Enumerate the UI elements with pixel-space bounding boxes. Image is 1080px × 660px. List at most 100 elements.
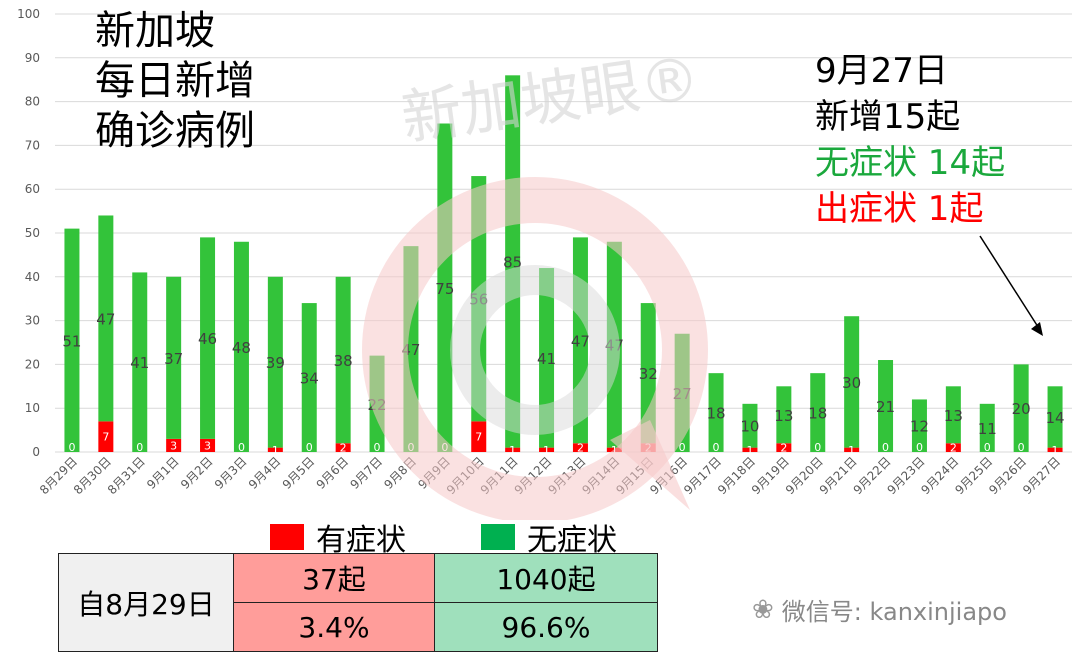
bar-symptomatic — [200, 438, 216, 452]
bar-asymptomatic — [742, 403, 758, 448]
bar-asymptomatic — [878, 360, 894, 452]
data-label-asymptomatic: 32 — [639, 365, 658, 383]
data-label-asymptomatic: 13 — [774, 407, 793, 425]
data-label-asymptomatic: 46 — [198, 330, 217, 348]
arrow-line — [979, 235, 1041, 331]
y-tick-label: 70 — [25, 138, 40, 152]
bar-symptomatic — [335, 443, 351, 452]
bar-symptomatic — [267, 447, 283, 452]
legend-item-asymptomatic: 无症状 — [481, 515, 617, 559]
data-label-symptomatic: 3 — [170, 439, 177, 452]
data-label-asymptomatic: 47 — [401, 341, 420, 359]
data-label-symptomatic: 0 — [882, 441, 889, 454]
x-tick-label: 9月6日 — [314, 454, 352, 492]
x-tick-label: 9月2日 — [178, 454, 216, 492]
legend-label-asymptomatic: 无症状 — [527, 523, 617, 558]
data-label-symptomatic: 1 — [1052, 444, 1059, 457]
bar-symptomatic — [98, 421, 114, 452]
data-label-symptomatic: 0 — [1018, 441, 1025, 454]
data-label-asymptomatic: 48 — [232, 339, 251, 357]
data-label-symptomatic: 2 — [340, 442, 347, 455]
bar-asymptomatic — [301, 303, 317, 452]
y-axis: 0 10 20 30 40 50 60 70 80 90 100 — [17, 7, 40, 459]
data-label-asymptomatic: 21 — [876, 398, 895, 416]
data-label-asymptomatic: 75 — [435, 280, 454, 298]
data-label-asymptomatic: 13 — [944, 407, 963, 425]
bar-symptomatic — [1047, 447, 1063, 452]
data-label-asymptomatic: 39 — [266, 354, 285, 372]
data-label-asymptomatic: 18 — [707, 405, 726, 423]
data-label-symptomatic: 1 — [848, 444, 855, 457]
legend-swatch-red — [270, 524, 304, 550]
title-line-2: 每日新增 — [95, 58, 255, 104]
x-tick-label: 9月27日 — [1020, 454, 1063, 497]
data-label-symptomatic: 2 — [645, 442, 652, 455]
data-label-symptomatic: 0 — [814, 441, 821, 454]
bar-asymptomatic — [64, 228, 80, 452]
x-tick-label: 9月8日 — [381, 454, 419, 492]
legend-item-symptomatic: 有症状 — [270, 515, 406, 559]
data-label-symptomatic: 0 — [713, 441, 720, 454]
data-label-symptomatic: 0 — [136, 441, 143, 454]
data-label-symptomatic: 0 — [68, 441, 75, 454]
data-label-asymptomatic: 56 — [469, 291, 488, 309]
bar-asymptomatic — [200, 237, 216, 439]
bar-symptomatic — [844, 447, 860, 452]
y-tick-label: 10 — [25, 401, 40, 415]
bar-asymptomatic — [98, 215, 114, 422]
data-label-asymptomatic: 41 — [130, 354, 149, 372]
bar-asymptomatic — [776, 386, 792, 444]
data-label-asymptomatic: 30 — [842, 374, 861, 392]
data-label-asymptomatic: 47 — [605, 337, 624, 355]
bar-symptomatic — [166, 438, 182, 452]
bar-asymptomatic — [979, 403, 995, 452]
x-tick-label: 9月3日 — [212, 454, 250, 492]
data-label-symptomatic: 1 — [746, 444, 753, 457]
wechat-icon: ❀ — [752, 594, 774, 625]
summary-table: 自8月29日 37起 1040起 3.4% 96.6% — [58, 553, 658, 652]
bar-asymptomatic — [132, 272, 148, 452]
data-label-asymptomatic: 34 — [300, 370, 319, 388]
summary-since-label: 自8月29日 — [58, 553, 234, 652]
data-label-asymptomatic: 10 — [740, 418, 759, 436]
summary-asymptomatic-pct: 96.6% — [434, 602, 658, 652]
data-label-symptomatic: 0 — [306, 441, 313, 454]
x-tick-label: 9月5日 — [280, 454, 318, 492]
annotation-date: 9月27日 — [815, 51, 948, 91]
bar-asymptomatic — [844, 316, 860, 448]
data-label-symptomatic: 2 — [577, 442, 584, 455]
bar-symptomatic — [776, 443, 792, 452]
data-label-symptomatic: 2 — [780, 442, 787, 455]
x-tick-label: 9月1日 — [144, 454, 182, 492]
y-tick-label: 50 — [25, 226, 40, 240]
data-label-asymptomatic: 38 — [334, 352, 353, 370]
y-tick-label: 60 — [25, 182, 40, 196]
title-line-1: 新加坡 — [95, 8, 215, 54]
wechat-text: 微信号: kanxinjiapo — [781, 598, 1007, 626]
bar-asymptomatic — [335, 276, 351, 444]
legend-label-symptomatic: 有症状 — [316, 523, 406, 558]
bar-asymptomatic — [1013, 364, 1029, 452]
data-label-asymptomatic: 14 — [1046, 409, 1065, 427]
data-label-symptomatic: 0 — [238, 441, 245, 454]
legend: 有症状 无症状 — [270, 515, 692, 559]
data-label-symptomatic: 0 — [679, 441, 686, 454]
summary-symptomatic-pct: 3.4% — [233, 602, 435, 652]
data-label-asymptomatic: 47 — [96, 310, 115, 328]
annotation-arrow — [979, 235, 1043, 336]
summary-row-counts: 自8月29日 37起 1040起 — [58, 553, 658, 652]
y-tick-label: 40 — [25, 270, 40, 284]
bar-symptomatic — [945, 443, 961, 452]
data-label-symptomatic: 7 — [102, 431, 109, 444]
data-label-asymptomatic: 47 — [571, 332, 590, 350]
x-tick-label: 9月4日 — [246, 454, 284, 492]
latest-day-annotation: 9月27日 新增15起 无症状 14起 出症状 1起 — [815, 48, 1005, 232]
wechat-id: ❀ 微信号: kanxinjiapo — [752, 592, 1007, 627]
bar-asymptomatic — [267, 276, 283, 448]
y-tick-label: 0 — [32, 445, 40, 459]
data-label-asymptomatic: 22 — [368, 396, 387, 414]
x-tick-label: 9月7日 — [347, 454, 385, 492]
arrow-head — [1031, 322, 1043, 336]
x-axis: 8月29日8月30日8月31日9月1日9月2日9月3日9月4日9月5日9月6日9… — [37, 454, 1063, 497]
bar-asymptomatic — [233, 241, 249, 452]
